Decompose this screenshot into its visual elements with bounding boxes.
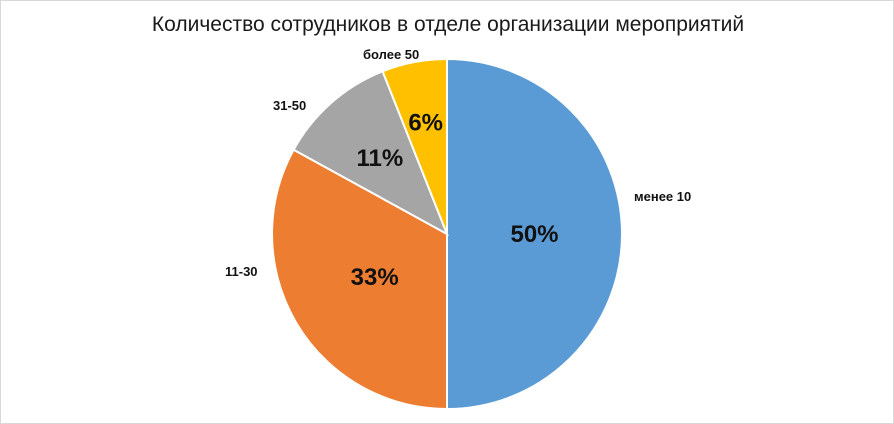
data-label-1: 50% — [510, 221, 558, 248]
pie-slice-3 — [292, 69, 449, 237]
data-label-2: 33% — [351, 264, 399, 291]
category-label-3: 31-50 — [273, 98, 306, 113]
pie-slice-4 — [381, 57, 448, 235]
pie-slice-1 — [446, 57, 623, 411]
data-label-3: 11% — [357, 145, 404, 172]
pie-slice-2 — [271, 148, 448, 411]
chart-title: Количество сотрудников в отделе организа… — [151, 13, 745, 36]
category-label-4: более 50 — [363, 47, 419, 62]
data-label-4: 6% — [408, 109, 443, 136]
category-label-1: менее 10 — [634, 189, 691, 204]
category-label-2: 11-30 — [225, 264, 258, 279]
